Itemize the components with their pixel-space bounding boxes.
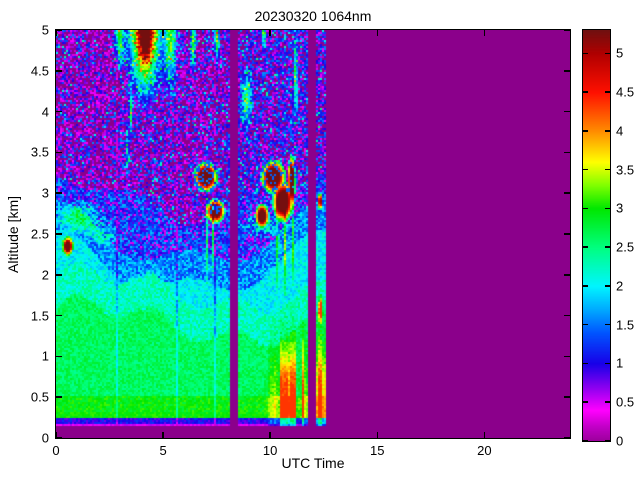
y-tick-label: 5 xyxy=(41,22,49,38)
colorbar xyxy=(583,30,610,441)
colorbar-tick-label: 1.5 xyxy=(616,317,635,333)
y-tick-label: 1.5 xyxy=(30,308,49,324)
colorbar-tick-label: 2 xyxy=(616,278,624,294)
colorbar-tick-label: 4 xyxy=(616,123,624,139)
y-tick-label: 0 xyxy=(41,430,49,446)
y-tick-label: 1 xyxy=(41,348,49,364)
y-tick-label: 0.5 xyxy=(30,389,49,405)
x-tick-label: 15 xyxy=(370,443,385,458)
colorbar-tick-label: 2.5 xyxy=(616,239,635,255)
y-tick-label: 4 xyxy=(41,104,49,120)
colorbar-tick-label: 0.5 xyxy=(616,394,635,410)
colorbar-tick-label: 3 xyxy=(616,200,624,216)
y-tick-label: 2 xyxy=(41,267,49,283)
y-tick-label: 3.5 xyxy=(30,144,49,160)
x-tick-label: 5 xyxy=(159,443,167,458)
heatmap-plot xyxy=(56,30,570,438)
y-tick-label: 2.5 xyxy=(30,226,49,242)
colorbar-tick-label: 5 xyxy=(616,45,624,61)
x-tick-label: 10 xyxy=(262,443,278,458)
x-axis-label: UTC Time xyxy=(281,455,345,471)
x-tick-label: 0 xyxy=(52,443,60,458)
colorbar-tick-label: 3.5 xyxy=(616,162,635,178)
y-tick-label: 3 xyxy=(41,185,49,201)
chart-title: 20230320 1064nm xyxy=(254,8,372,24)
colorbar-tick-label: 0 xyxy=(616,433,624,449)
colorbar-tick-label: 4.5 xyxy=(616,84,635,100)
x-tick-label: 20 xyxy=(477,443,492,458)
y-tick-label: 4.5 xyxy=(30,63,49,79)
colorbar-tick-label: 1 xyxy=(616,355,624,371)
